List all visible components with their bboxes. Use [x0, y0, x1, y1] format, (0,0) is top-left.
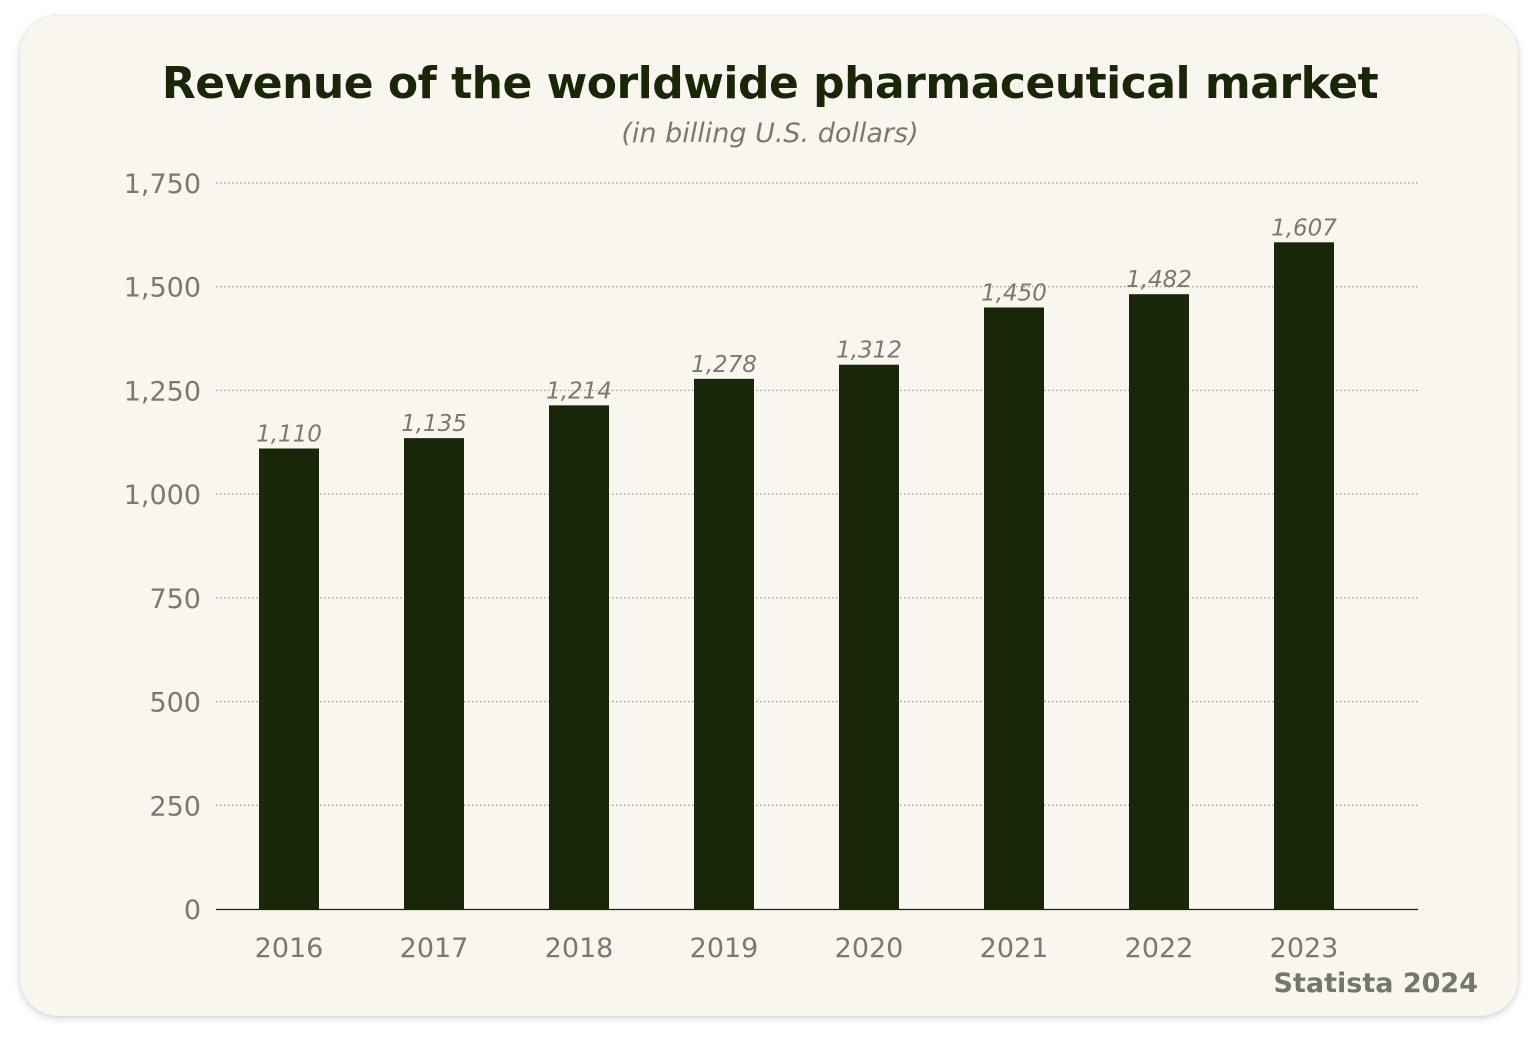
chart-title: Revenue of the worldwide pharmaceutical …	[161, 58, 1379, 109]
y-tick-label: 1,750	[124, 169, 201, 200]
bar-2020	[839, 364, 899, 910]
y-axis-tick-labels: 0 250 500 750 1,000 1,250 1,500 1,750	[124, 169, 201, 926]
x-tick-label-2018: 2018	[545, 933, 614, 964]
y-tick-label: 750	[149, 584, 201, 615]
bar-value-label-2019: 1,278	[691, 352, 757, 378]
x-tick-label-2022: 2022	[1125, 933, 1194, 964]
bar-2022	[1129, 294, 1189, 909]
chart-subtitle: (in billing U.S. dollars)	[621, 118, 919, 149]
x-tick-label-2019: 2019	[690, 933, 759, 964]
x-tick-label-2020: 2020	[835, 933, 904, 964]
bar-value-label-2018: 1,214	[546, 378, 612, 404]
gridlines	[216, 182, 1418, 806]
bar-value-labels: 1,110 1,135 1,214 1,278 1,312 1,450 1,482 1,607	[256, 215, 1337, 447]
x-axis-tick-labels: 2016 2017 2018 2019 2020 2021 2022 2023	[255, 933, 1339, 964]
bar-value-label-2020: 1,312	[836, 338, 902, 364]
bar-2023	[1274, 242, 1334, 909]
bar-2021	[984, 307, 1044, 909]
bar-value-label-2022: 1,482	[1126, 267, 1192, 293]
bar-2019	[694, 378, 754, 909]
x-tick-label-2023: 2023	[1270, 933, 1339, 964]
bar-2017	[404, 438, 464, 909]
bar-2018	[549, 405, 609, 909]
bar-value-label-2023: 1,607	[1271, 215, 1337, 241]
source-credit: Statista 2024	[1273, 968, 1478, 999]
bar-2016	[259, 448, 319, 909]
bar-value-label-2021: 1,450	[981, 280, 1047, 306]
y-tick-label: 500	[149, 688, 201, 719]
y-tick-label: 0	[184, 895, 201, 926]
x-tick-label-2016: 2016	[255, 933, 324, 964]
bar-value-label-2017: 1,135	[401, 411, 467, 437]
y-tick-label: 1,500	[124, 273, 201, 304]
y-tick-label: 1,000	[124, 480, 201, 511]
y-tick-label: 1,250	[124, 376, 201, 407]
bar-value-label-2016: 1,110	[256, 422, 322, 448]
x-tick-label-2021: 2021	[980, 933, 1049, 964]
x-tick-label-2017: 2017	[400, 933, 469, 964]
y-tick-label: 250	[149, 791, 201, 822]
bars	[259, 242, 1334, 910]
